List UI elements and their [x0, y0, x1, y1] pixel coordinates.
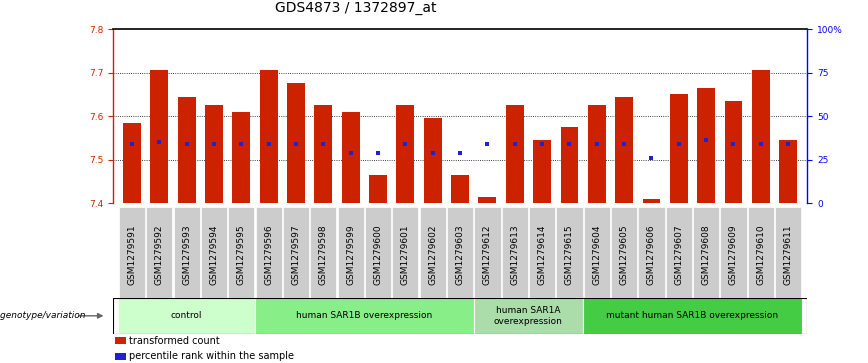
- Bar: [178, 97, 195, 203]
- Bar: [260, 70, 278, 203]
- Text: mutant human SAR1B overexpression: mutant human SAR1B overexpression: [607, 311, 779, 320]
- Bar: [666, 207, 692, 303]
- Text: GSM1279599: GSM1279599: [346, 225, 355, 285]
- Text: human SAR1B overexpression: human SAR1B overexpression: [296, 311, 432, 320]
- Text: GSM1279605: GSM1279605: [620, 225, 628, 285]
- Bar: [588, 105, 606, 203]
- Bar: [419, 207, 446, 303]
- Bar: [529, 207, 556, 303]
- Bar: [725, 101, 742, 203]
- Bar: [123, 123, 141, 203]
- Bar: [397, 105, 414, 203]
- Bar: [424, 118, 442, 203]
- Text: GSM1279597: GSM1279597: [292, 225, 300, 285]
- Bar: [474, 298, 583, 334]
- Text: GSM1279593: GSM1279593: [182, 225, 191, 285]
- Text: GSM1279596: GSM1279596: [264, 225, 273, 285]
- Bar: [115, 352, 126, 360]
- Bar: [447, 207, 473, 303]
- Text: transformed count: transformed count: [129, 336, 220, 346]
- Bar: [310, 207, 337, 303]
- Text: GSM1279591: GSM1279591: [128, 225, 136, 285]
- Bar: [115, 337, 126, 344]
- Text: human SAR1A
overexpression: human SAR1A overexpression: [494, 306, 562, 326]
- Bar: [119, 207, 145, 303]
- Bar: [233, 112, 250, 203]
- Text: GDS4873 / 1372897_at: GDS4873 / 1372897_at: [275, 0, 437, 15]
- Text: GSM1279592: GSM1279592: [155, 225, 164, 285]
- Bar: [561, 127, 578, 203]
- Text: genotype/variation: genotype/variation: [0, 311, 89, 320]
- Bar: [451, 175, 469, 203]
- Bar: [697, 88, 715, 203]
- Text: GSM1279608: GSM1279608: [701, 225, 711, 285]
- Bar: [255, 298, 474, 334]
- Text: GSM1279614: GSM1279614: [537, 225, 547, 285]
- Text: GSM1279615: GSM1279615: [565, 225, 574, 285]
- Bar: [146, 207, 173, 303]
- Bar: [583, 298, 802, 334]
- Text: GSM1279611: GSM1279611: [784, 225, 792, 285]
- Bar: [779, 140, 797, 203]
- Bar: [670, 94, 687, 203]
- Bar: [775, 207, 801, 303]
- Bar: [747, 207, 774, 303]
- Bar: [642, 199, 661, 203]
- Text: GSM1279595: GSM1279595: [237, 225, 246, 285]
- Bar: [228, 207, 254, 303]
- Bar: [150, 70, 168, 203]
- Bar: [287, 83, 305, 203]
- Bar: [533, 140, 551, 203]
- Bar: [314, 105, 332, 203]
- Text: GSM1279600: GSM1279600: [373, 225, 383, 285]
- Text: GSM1279609: GSM1279609: [729, 225, 738, 285]
- Bar: [474, 207, 501, 303]
- Bar: [720, 207, 746, 303]
- Text: GSM1279604: GSM1279604: [592, 225, 602, 285]
- Text: GSM1279601: GSM1279601: [401, 225, 410, 285]
- Text: GSM1279612: GSM1279612: [483, 225, 492, 285]
- Text: GSM1279606: GSM1279606: [647, 225, 656, 285]
- Bar: [583, 207, 610, 303]
- Bar: [205, 105, 223, 203]
- Bar: [502, 207, 528, 303]
- Bar: [693, 207, 720, 303]
- Bar: [365, 207, 391, 303]
- Bar: [478, 197, 496, 203]
- Bar: [338, 207, 364, 303]
- Bar: [283, 207, 309, 303]
- Bar: [615, 97, 633, 203]
- Bar: [506, 105, 523, 203]
- Bar: [556, 207, 582, 303]
- Text: GSM1279610: GSM1279610: [756, 225, 766, 285]
- Bar: [342, 112, 359, 203]
- Text: GSM1279602: GSM1279602: [428, 225, 437, 285]
- Bar: [369, 175, 387, 203]
- Text: GSM1279598: GSM1279598: [319, 225, 328, 285]
- Text: control: control: [171, 311, 202, 320]
- Bar: [611, 207, 637, 303]
- Text: GSM1279613: GSM1279613: [510, 225, 519, 285]
- Bar: [118, 298, 255, 334]
- Text: percentile rank within the sample: percentile rank within the sample: [129, 351, 294, 361]
- Bar: [638, 207, 665, 303]
- Text: GSM1279607: GSM1279607: [674, 225, 683, 285]
- Bar: [201, 207, 227, 303]
- Bar: [392, 207, 418, 303]
- Bar: [174, 207, 200, 303]
- Bar: [255, 207, 282, 303]
- Text: GSM1279603: GSM1279603: [456, 225, 464, 285]
- Bar: [752, 70, 770, 203]
- Text: GSM1279594: GSM1279594: [209, 225, 219, 285]
